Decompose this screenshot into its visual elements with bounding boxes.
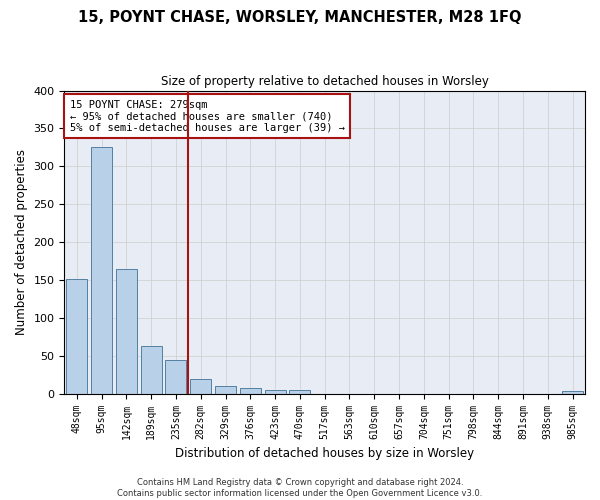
Bar: [240, 388, 261, 394]
Bar: [66, 278, 88, 394]
Bar: [215, 386, 236, 394]
Bar: [265, 390, 286, 394]
Bar: [289, 390, 310, 394]
Bar: [91, 146, 112, 394]
X-axis label: Distribution of detached houses by size in Worsley: Distribution of detached houses by size …: [175, 447, 474, 460]
Title: Size of property relative to detached houses in Worsley: Size of property relative to detached ho…: [161, 75, 488, 88]
Y-axis label: Number of detached properties: Number of detached properties: [15, 149, 28, 335]
Text: 15, POYNT CHASE, WORSLEY, MANCHESTER, M28 1FQ: 15, POYNT CHASE, WORSLEY, MANCHESTER, M2…: [78, 10, 522, 25]
Bar: [140, 346, 162, 394]
Text: Contains HM Land Registry data © Crown copyright and database right 2024.
Contai: Contains HM Land Registry data © Crown c…: [118, 478, 482, 498]
Text: 15 POYNT CHASE: 279sqm
← 95% of detached houses are smaller (740)
5% of semi-det: 15 POYNT CHASE: 279sqm ← 95% of detached…: [70, 100, 344, 133]
Bar: [166, 360, 187, 394]
Bar: [116, 270, 137, 394]
Bar: [190, 378, 211, 394]
Bar: [562, 390, 583, 394]
